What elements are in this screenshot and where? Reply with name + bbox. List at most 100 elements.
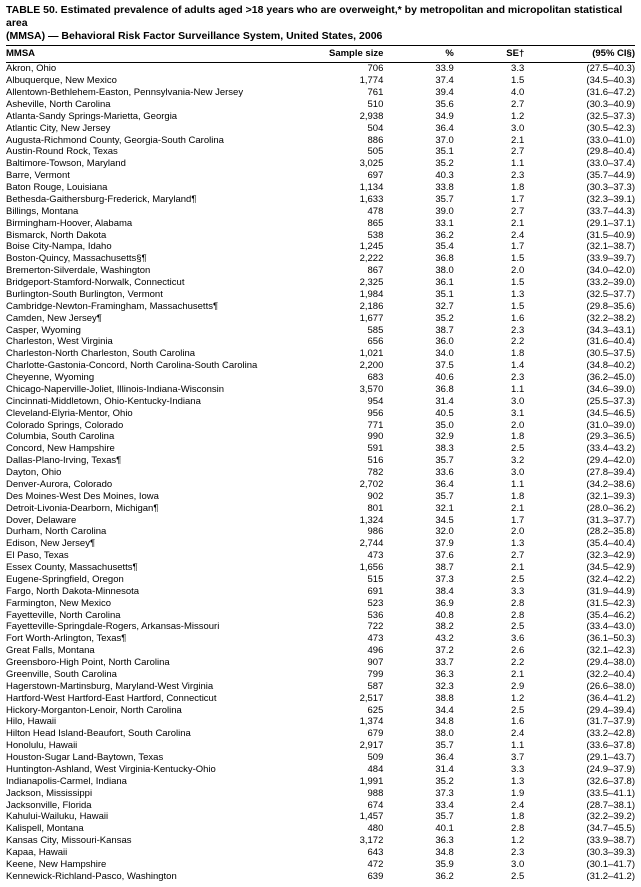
cell-pct: 34.8 — [383, 847, 453, 859]
cell-mmsa: Asheville, North Carolina — [6, 99, 313, 111]
table-row: El Paso, Texas47337.62.7(32.3–42.9) — [6, 550, 635, 562]
cell-ci: (33.7–44.3) — [524, 206, 635, 218]
cell-sample: 591 — [313, 443, 383, 455]
cell-se: 1.1 — [454, 479, 524, 491]
cell-se: 1.2 — [454, 693, 524, 705]
table-row: Cleveland-Elyria-Mentor, Ohio95640.53.1(… — [6, 408, 635, 420]
cell-sample: 2,744 — [313, 538, 383, 550]
table-row: Hilton Head Island-Beaufort, South Carol… — [6, 728, 635, 740]
cell-se: 2.5 — [454, 621, 524, 633]
table-row: Bremerton-Silverdale, Washington86738.02… — [6, 265, 635, 277]
cell-pct: 37.3 — [383, 574, 453, 586]
table-row: Charleston, West Virginia65636.02.2(31.6… — [6, 336, 635, 348]
cell-ci: (33.4–43.0) — [524, 621, 635, 633]
table-row: Charlotte-Gastonia-Concord, North Caroli… — [6, 360, 635, 372]
cell-se: 1.5 — [454, 75, 524, 87]
cell-sample: 473 — [313, 550, 383, 562]
cell-pct: 40.8 — [383, 610, 453, 622]
cell-se: 2.8 — [454, 598, 524, 610]
table-row: Fayetteville, North Carolina53640.82.8(3… — [6, 610, 635, 622]
table-row: Barre, Vermont69740.32.3(35.7–44.9) — [6, 170, 635, 182]
cell-mmsa: Augusta-Richmond County, Georgia-South C… — [6, 135, 313, 147]
table-row: Asheville, North Carolina51035.62.7(30.3… — [6, 99, 635, 111]
cell-ci: (30.3–40.9) — [524, 99, 635, 111]
cell-pct: 38.7 — [383, 325, 453, 337]
cell-sample: 2,938 — [313, 111, 383, 123]
cell-ci: (33.4–43.2) — [524, 443, 635, 455]
cell-ci: (34.5–40.3) — [524, 75, 635, 87]
cell-se: 2.1 — [454, 503, 524, 515]
cell-pct: 40.1 — [383, 823, 453, 835]
table-row: Jackson, Mississippi98837.31.9(33.5–41.1… — [6, 788, 635, 800]
cell-sample: 2,186 — [313, 301, 383, 313]
cell-ci: (33.2–39.0) — [524, 277, 635, 289]
table-row: Billings, Montana47839.02.7(33.7–44.3) — [6, 206, 635, 218]
cell-sample: 986 — [313, 526, 383, 538]
table-row: Albuquerque, New Mexico1,77437.41.5(34.5… — [6, 75, 635, 87]
table-row: Boise City-Nampa, Idaho1,24535.41.7(32.1… — [6, 241, 635, 253]
cell-pct: 31.4 — [383, 764, 453, 776]
cell-mmsa: Kahului-Wailuku, Hawaii — [6, 811, 313, 823]
cell-pct: 36.8 — [383, 384, 453, 396]
cell-mmsa: Farmington, New Mexico — [6, 598, 313, 610]
cell-mmsa: Detroit-Livonia-Dearborn, Michigan¶ — [6, 503, 313, 515]
cell-pct: 37.0 — [383, 135, 453, 147]
cell-pct: 33.1 — [383, 218, 453, 230]
cell-pct: 35.7 — [383, 491, 453, 503]
cell-pct: 40.6 — [383, 372, 453, 384]
cell-sample: 2,222 — [313, 253, 383, 265]
prevalence-table: MMSA Sample size % SE† (95% CI§) Akron, … — [6, 45, 635, 882]
cell-mmsa: Atlantic City, New Jersey — [6, 123, 313, 135]
cell-pct: 36.9 — [383, 598, 453, 610]
cell-se: 2.7 — [454, 146, 524, 158]
cell-se: 1.2 — [454, 111, 524, 123]
cell-pct: 35.1 — [383, 289, 453, 301]
table-row: Baltimore-Towson, Maryland3,02535.21.1(3… — [6, 158, 635, 170]
cell-sample: 1,991 — [313, 776, 383, 788]
cell-se: 2.5 — [454, 705, 524, 717]
cell-ci: (28.7–38.1) — [524, 800, 635, 812]
cell-sample: 954 — [313, 396, 383, 408]
cell-ci: (29.3–36.5) — [524, 431, 635, 443]
cell-mmsa: Charleston-North Charleston, South Carol… — [6, 348, 313, 360]
cell-sample: 902 — [313, 491, 383, 503]
cell-se: 2.0 — [454, 526, 524, 538]
cell-se: 1.5 — [454, 253, 524, 265]
cell-sample: 2,917 — [313, 740, 383, 752]
cell-se: 2.0 — [454, 265, 524, 277]
cell-pct: 37.4 — [383, 75, 453, 87]
cell-ci: (31.2–41.2) — [524, 871, 635, 883]
cell-se: 1.8 — [454, 182, 524, 194]
table-row: Fargo, North Dakota-Minnesota69138.43.3(… — [6, 586, 635, 598]
table-row: Allentown-Bethlehem-Easton, Pennsylvania… — [6, 87, 635, 99]
cell-mmsa: Dayton, Ohio — [6, 467, 313, 479]
cell-sample: 3,570 — [313, 384, 383, 396]
cell-sample: 478 — [313, 206, 383, 218]
cell-mmsa: Austin-Round Rock, Texas — [6, 146, 313, 158]
cell-mmsa: Hagerstown-Martinsburg, Maryland-West Vi… — [6, 681, 313, 693]
cell-pct: 34.5 — [383, 515, 453, 527]
cell-se: 1.3 — [454, 289, 524, 301]
cell-mmsa: Camden, New Jersey¶ — [6, 313, 313, 325]
cell-mmsa: Great Falls, Montana — [6, 645, 313, 657]
table-row: Boston-Quincy, Massachusetts§¶2,22236.81… — [6, 253, 635, 265]
cell-se: 1.7 — [454, 194, 524, 206]
cell-ci: (32.2–38.2) — [524, 313, 635, 325]
cell-pct: 38.0 — [383, 265, 453, 277]
cell-mmsa: Boise City-Nampa, Idaho — [6, 241, 313, 253]
cell-se: 3.0 — [454, 396, 524, 408]
cell-mmsa: Charleston, West Virginia — [6, 336, 313, 348]
cell-pct: 34.8 — [383, 716, 453, 728]
cell-ci: (32.3–42.9) — [524, 550, 635, 562]
table-row: Hagerstown-Martinsburg, Maryland-West Vi… — [6, 681, 635, 693]
cell-se: 2.9 — [454, 681, 524, 693]
table-row: Atlantic City, New Jersey50436.43.0(30.5… — [6, 123, 635, 135]
table-row: Casper, Wyoming58538.72.3(34.3–43.1) — [6, 325, 635, 337]
cell-se: 3.0 — [454, 859, 524, 871]
cell-mmsa: Dallas-Plano-Irving, Texas¶ — [6, 455, 313, 467]
col-mmsa: MMSA — [6, 46, 313, 63]
cell-ci: (32.1–38.7) — [524, 241, 635, 253]
cell-ci: (33.9–39.7) — [524, 253, 635, 265]
cell-se: 2.3 — [454, 170, 524, 182]
cell-se: 1.1 — [454, 158, 524, 170]
